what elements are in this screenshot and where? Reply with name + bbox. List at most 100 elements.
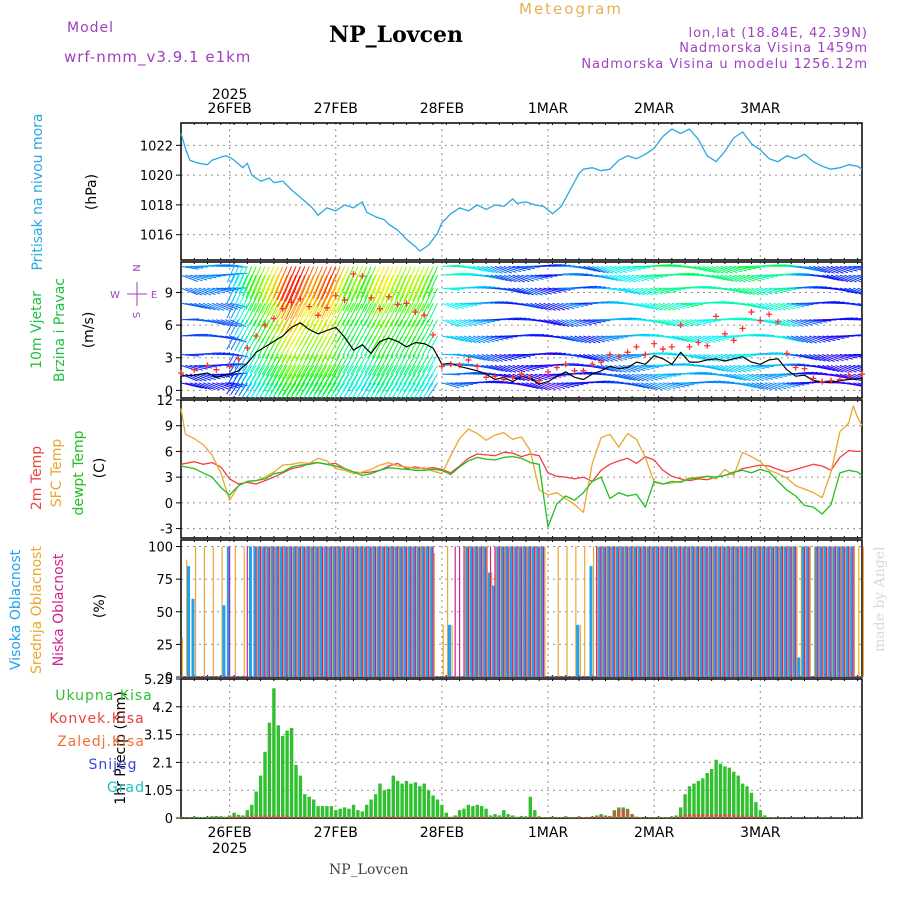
wind-barb — [181, 274, 198, 282]
gust-marker — [686, 343, 693, 350]
precip-bar-convective — [365, 817, 369, 818]
wind-barb — [230, 266, 239, 284]
panel-pressure: 1016 1018 1020 1022 — [140, 122, 863, 261]
temp-unit: (C) — [92, 458, 108, 479]
wind-barb — [631, 382, 650, 389]
wind-barb — [249, 373, 262, 391]
wind-barb — [207, 287, 225, 294]
wind-barb — [640, 364, 659, 368]
wind-barb — [711, 364, 729, 373]
wind-barb — [627, 373, 645, 382]
wind-barb — [671, 302, 690, 309]
precip-legend-item: Zaledj.Kisa — [57, 734, 145, 750]
precip-bar-convective — [687, 814, 692, 818]
wind-barb — [569, 335, 587, 344]
precip-bar-total — [289, 728, 294, 818]
wind-barb — [417, 266, 430, 293]
x-date-label-top: 28FEB — [420, 101, 464, 117]
wind-barb — [636, 373, 654, 382]
wind-barb — [539, 319, 557, 325]
precip-bar-total — [533, 810, 537, 818]
wind-barb — [334, 382, 346, 398]
wind-barb — [321, 266, 337, 300]
wind-barb — [640, 274, 659, 279]
wind-barb — [355, 266, 368, 292]
wind-barb — [249, 354, 262, 374]
gust-marker — [598, 359, 605, 366]
wind-barb — [399, 365, 412, 385]
wind-barb — [791, 302, 810, 307]
wind-barb — [791, 335, 809, 344]
precip-bar-convective — [272, 815, 276, 818]
wind-barb — [185, 302, 204, 309]
wind-barb — [543, 352, 562, 355]
wind-barb — [254, 382, 266, 398]
wind-barb — [499, 265, 517, 273]
wind-barb — [631, 302, 650, 309]
gust-marker — [783, 350, 790, 357]
gust-marker — [306, 303, 313, 310]
wind-barb — [367, 303, 381, 328]
wind-barb — [257, 303, 270, 327]
precip-bar-total — [528, 796, 532, 818]
wind-barb — [565, 382, 584, 386]
wind-ylabel-2: Brzina i Pravac — [52, 278, 68, 382]
wind-barb — [326, 303, 341, 331]
wind-barb — [830, 274, 848, 283]
wind-barb — [530, 364, 549, 368]
wind-barb — [185, 274, 203, 282]
precip-bar-convective — [223, 817, 227, 818]
wind-barb — [724, 287, 743, 294]
wind-barb — [395, 274, 407, 301]
wind-barb — [764, 373, 783, 378]
wind-barb — [861, 275, 862, 276]
wind-barb — [408, 365, 421, 385]
wind-barb — [596, 265, 614, 274]
wind-barb — [194, 287, 212, 296]
wind-barb — [346, 274, 359, 300]
wind-barb — [494, 364, 512, 373]
wind-barb — [729, 265, 747, 272]
wind-barb — [331, 319, 346, 345]
wind-barb — [640, 302, 658, 311]
gust-marker — [845, 372, 852, 379]
wind-barb — [640, 287, 658, 296]
wind-barb — [481, 364, 500, 371]
wind-barb — [273, 266, 288, 299]
wind-barb — [290, 266, 306, 301]
wind-barb — [512, 354, 531, 357]
wind-barb — [768, 382, 787, 390]
wind-barb — [782, 382, 801, 387]
wind-barb — [791, 319, 809, 327]
gust-marker — [491, 373, 498, 380]
wind-barb — [490, 354, 508, 362]
precip-bar-convective — [701, 814, 705, 818]
wind-barb — [225, 319, 242, 328]
wind-barb — [627, 354, 646, 357]
precip-bar-convective — [754, 816, 758, 818]
wind-barb — [857, 364, 862, 367]
compass-west: W — [110, 290, 120, 301]
gust-marker — [323, 304, 330, 311]
precip-bar-convective — [723, 814, 727, 818]
wind-barb — [364, 266, 377, 293]
wind-barb — [755, 382, 773, 391]
wind-barb — [658, 302, 676, 311]
wind-barb — [277, 365, 293, 388]
wind-series-line-0 — [180, 322, 863, 385]
gust-marker — [828, 377, 835, 384]
wind-barb — [273, 274, 288, 306]
wind-barb — [512, 364, 530, 372]
wind-barb — [609, 373, 628, 380]
footer-station: NP_Lovcen — [329, 862, 409, 878]
wind-barb — [609, 335, 628, 338]
wind-barb — [631, 287, 649, 296]
gust-marker — [509, 374, 516, 381]
wind-barb — [427, 287, 438, 309]
wind-barb — [676, 382, 695, 386]
precip-bar-convective — [347, 817, 351, 818]
wind-barb — [574, 302, 593, 305]
wind-barb — [338, 382, 350, 398]
wind-barb — [830, 335, 850, 338]
wind-barb — [729, 317, 748, 321]
